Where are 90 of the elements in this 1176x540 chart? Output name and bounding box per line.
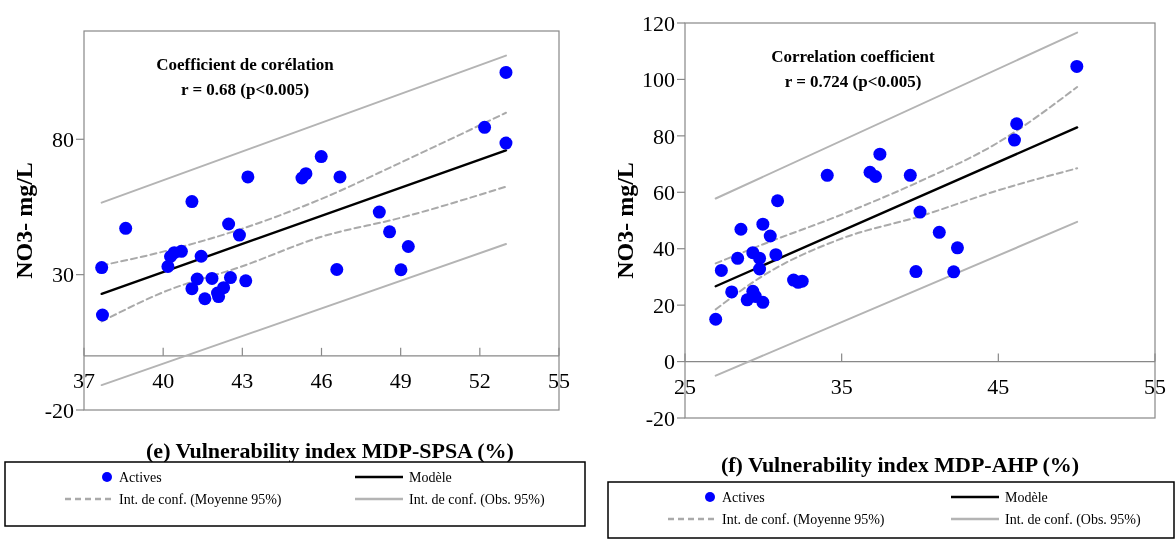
point [383,225,397,239]
x-tick-label: 55 [1144,373,1166,399]
annotation: r = 0.68 (p<0.005) [180,80,310,99]
point [947,265,961,279]
point [119,221,133,235]
point [873,147,887,161]
point [241,170,255,184]
point [205,271,219,285]
annotation: r = 0.724 (p<0.005) [784,72,922,91]
point [731,251,745,265]
annotation: Coefficient de corélation [156,55,335,74]
legend-label: Actives [119,469,162,485]
point [756,217,770,231]
y-tick-label: 0 [664,349,675,375]
line-series [714,167,1079,311]
x-tick-label: 40 [152,367,175,393]
y-tick-label: 40 [653,236,675,262]
legend-label: Actives [722,489,765,505]
point [753,262,767,276]
point [1007,133,1021,147]
point [820,168,834,182]
point [903,168,917,182]
y-tick-label: -20 [44,397,74,423]
legend-label: Int. de conf. (Moyenne 95%) [119,491,282,508]
point [299,167,313,181]
point [222,217,236,231]
point [771,194,785,208]
point [709,312,723,326]
point [714,263,728,277]
point [174,244,188,258]
point [1010,117,1024,131]
point [913,205,927,219]
point [394,263,408,277]
x-tick-label: 35 [830,373,853,399]
point [763,229,777,243]
y-tick-label: 30 [52,262,74,288]
point [756,295,770,309]
point [1070,59,1084,73]
point [769,248,783,262]
x-tick-label: 55 [548,367,570,393]
legend-label: Modèle [409,469,452,485]
legend-label: Int. de conf. (Obs. 95%) [409,491,546,508]
point [232,228,246,242]
point [932,225,946,239]
point [190,272,204,286]
point [725,285,739,299]
point [185,195,199,209]
point [185,282,199,296]
y-tick-label: 60 [653,179,675,205]
point [217,281,231,295]
y-axis-title: NO3- mg/L [11,162,37,279]
point [909,265,923,279]
legend-label: Int. de conf. (Moyenne 95%) [722,511,885,528]
point [95,308,109,322]
y-tick-label: 100 [642,67,675,93]
point [198,292,212,306]
x-tick-label: 37 [73,367,95,393]
point [499,136,513,150]
x-tick-label: 46 [310,367,333,393]
point [95,261,109,275]
legend-label: Modèle [1005,489,1048,505]
y-tick-label: 80 [653,123,675,149]
point [333,170,347,184]
x-tick-label: 43 [231,367,254,393]
point [734,222,748,236]
y-axis-title: NO3- mg/L [612,162,638,279]
legend-label: Int. de conf. (Obs. 95%) [1005,511,1142,528]
point [401,239,415,253]
point [330,263,344,276]
y-tick-label: 80 [52,126,74,152]
point [950,241,964,255]
annotation: Correlation coefficient [771,47,936,66]
x-tick-label: 52 [468,367,491,393]
x-tick-label: 45 [987,373,1010,399]
x-axis-title: (f) Vulnerability index MDP-AHP (%) [720,452,1080,477]
y-tick-label: 20 [653,292,675,318]
point [499,65,513,79]
point [223,271,237,285]
point [314,150,328,164]
point [194,249,208,263]
y-tick-label: -20 [645,405,675,431]
x-tick-label: 25 [674,373,696,399]
point [478,120,492,134]
x-axis-title: (e) Vulnerability index MDP-SPSA (%) [146,438,514,463]
y-tick-label: 120 [642,10,675,36]
x-tick-label: 49 [389,367,412,393]
point [239,274,253,288]
point [753,251,767,265]
point [372,205,386,219]
point [869,169,883,183]
